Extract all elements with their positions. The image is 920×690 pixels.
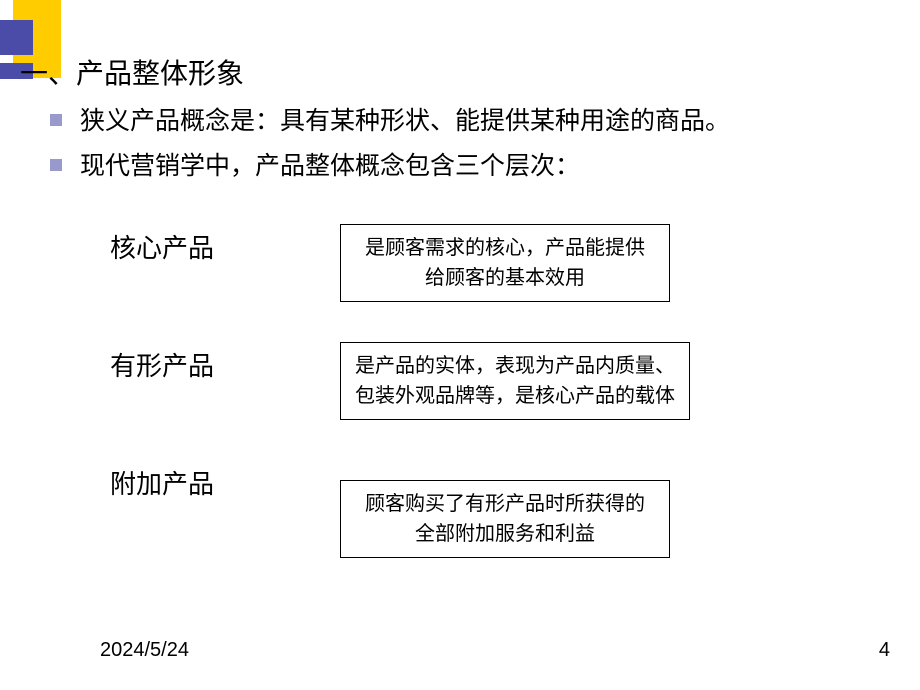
bullet-text: 狭义产品概念是：具有某种形状、能提供某种用途的商品。 bbox=[80, 104, 730, 139]
layer-row: 附加产品 顾客购买了有形产品时所获得的 全部附加服务和利益 bbox=[110, 460, 900, 558]
bullet-icon bbox=[50, 159, 62, 171]
layer-label: 有形产品 bbox=[110, 342, 340, 383]
layer-description-box: 是顾客需求的核心，产品能提供 给顾客的基本效用 bbox=[340, 224, 670, 302]
layer-label: 附加产品 bbox=[110, 460, 340, 501]
decor-purple-rect-1 bbox=[0, 20, 33, 55]
layer-description-box: 是产品的实体，表现为产品内质量、 包装外观品牌等，是核心产品的载体 bbox=[340, 342, 690, 420]
layer-desc-line: 包装外观品牌等，是核心产品的载体 bbox=[355, 385, 675, 407]
layer-desc-line: 是顾客需求的核心，产品能提供 bbox=[365, 237, 645, 259]
layer-desc-line: 给顾客的基本效用 bbox=[425, 267, 585, 289]
layer-desc-line: 是产品的实体，表现为产品内质量、 bbox=[355, 355, 675, 377]
layer-description-box: 顾客购买了有形产品时所获得的 全部附加服务和利益 bbox=[340, 480, 670, 558]
slide-content: 一、产品整体形象 狭义产品概念是：具有某种形状、能提供某种用途的商品。 现代营销… bbox=[20, 52, 900, 598]
layer-row: 有形产品 是产品的实体，表现为产品内质量、 包装外观品牌等，是核心产品的载体 bbox=[110, 342, 900, 420]
layer-label: 核心产品 bbox=[110, 224, 340, 265]
layer-row: 核心产品 是顾客需求的核心，产品能提供 给顾客的基本效用 bbox=[110, 224, 900, 302]
bullet-item: 现代营销学中，产品整体概念包含三个层次： bbox=[20, 149, 900, 184]
layers-section: 核心产品 是顾客需求的核心，产品能提供 给顾客的基本效用 有形产品 是产品的实体… bbox=[110, 224, 900, 558]
footer-page-number: 4 bbox=[879, 639, 890, 662]
footer-date: 2024/5/24 bbox=[100, 639, 189, 662]
section-heading: 一、产品整体形象 bbox=[20, 52, 900, 92]
layer-desc-line: 全部附加服务和利益 bbox=[415, 523, 595, 545]
layer-desc-line: 顾客购买了有形产品时所获得的 bbox=[365, 493, 645, 515]
bullet-item: 狭义产品概念是：具有某种形状、能提供某种用途的商品。 bbox=[20, 104, 900, 139]
bullet-icon bbox=[50, 114, 62, 126]
bullet-text: 现代营销学中，产品整体概念包含三个层次： bbox=[80, 149, 580, 184]
